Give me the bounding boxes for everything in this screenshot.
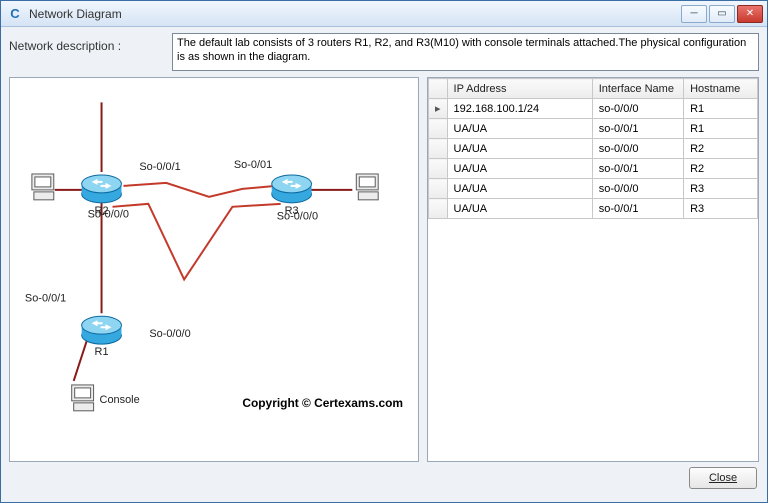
app-icon: C — [7, 6, 23, 22]
table-row[interactable]: UA/UAso-0/0/0R3 — [429, 179, 758, 199]
svg-text:So-0/0/1: So-0/0/1 — [25, 292, 66, 304]
client-area: Network description : The default lab co… — [1, 27, 767, 502]
titlebar: C Network Diagram ─ ▭ ✕ — [1, 1, 767, 27]
table-cell: UA/UA — [447, 139, 592, 159]
terminal-icon — [356, 174, 378, 200]
row-selector[interactable]: ▸ — [429, 99, 448, 119]
row-selector[interactable] — [429, 159, 448, 179]
row-selector[interactable] — [429, 179, 448, 199]
interface-table: IP AddressInterface NameHostname▸192.168… — [428, 78, 758, 219]
svg-text:So-0/01: So-0/01 — [234, 159, 272, 171]
table-cell: so-0/0/0 — [592, 179, 683, 199]
table-cell: R1 — [684, 119, 758, 139]
row-selector[interactable] — [429, 119, 448, 139]
table-cell: so-0/0/1 — [592, 119, 683, 139]
svg-text:Console: Console — [100, 394, 140, 406]
window-title: Network Diagram — [29, 7, 122, 21]
table-cell: so-0/0/1 — [592, 159, 683, 179]
svg-text:R1: R1 — [95, 346, 109, 358]
diagram-panel: R2R3R1ConsoleSo-0/0/1So-0/01So-0/0/0So-0… — [9, 77, 419, 462]
table-cell: so-0/0/0 — [592, 139, 683, 159]
table-row[interactable]: UA/UAso-0/0/0R2 — [429, 139, 758, 159]
description-textbox[interactable]: The default lab consists of 3 routers R1… — [172, 33, 759, 71]
maximize-button[interactable]: ▭ — [709, 5, 735, 23]
table-cell: UA/UA — [447, 179, 592, 199]
svg-text:So-0/0/0: So-0/0/0 — [88, 209, 129, 221]
table-row[interactable]: UA/UAso-0/0/1R3 — [429, 199, 758, 219]
table-cell: so-0/0/1 — [592, 199, 683, 219]
panels: R2R3R1ConsoleSo-0/0/1So-0/01So-0/0/0So-0… — [9, 77, 759, 462]
svg-text:So-0/0/0: So-0/0/0 — [277, 211, 318, 223]
table-panel: IP AddressInterface NameHostname▸192.168… — [427, 77, 759, 462]
table-row[interactable]: UA/UAso-0/0/1R1 — [429, 119, 758, 139]
column-header[interactable]: IP Address — [447, 79, 592, 99]
description-label: Network description : — [9, 33, 164, 53]
table-cell: UA/UA — [447, 199, 592, 219]
column-header[interactable]: Hostname — [684, 79, 758, 99]
table-cell: R2 — [684, 139, 758, 159]
svg-text:Copyright © Certexams.com: Copyright © Certexams.com — [242, 396, 403, 410]
table-cell: R3 — [684, 199, 758, 219]
table-cell: R3 — [684, 179, 758, 199]
table-scroll[interactable]: IP AddressInterface NameHostname▸192.168… — [428, 78, 758, 461]
row-selector[interactable] — [429, 139, 448, 159]
table-row[interactable]: ▸192.168.100.1/24so-0/0/0R1 — [429, 99, 758, 119]
footer: Close — [9, 462, 759, 492]
table-cell: so-0/0/0 — [592, 99, 683, 119]
svg-text:So-0/0/1: So-0/0/1 — [139, 161, 180, 173]
svg-text:So-0/0/0: So-0/0/0 — [149, 328, 190, 340]
close-button[interactable]: Close — [689, 467, 757, 489]
close-window-button[interactable]: ✕ — [737, 5, 763, 23]
table-cell: UA/UA — [447, 119, 592, 139]
row-selector-header — [429, 79, 448, 99]
table-cell: 192.168.100.1/24 — [447, 99, 592, 119]
column-header[interactable]: Interface Name — [592, 79, 683, 99]
app-window: C Network Diagram ─ ▭ ✕ Network descript… — [0, 0, 768, 503]
terminal-icon — [32, 174, 54, 200]
table-cell: R1 — [684, 99, 758, 119]
row-selector[interactable] — [429, 199, 448, 219]
network-diagram: R2R3R1ConsoleSo-0/0/1So-0/01So-0/0/0So-0… — [10, 78, 418, 461]
minimize-button[interactable]: ─ — [681, 5, 707, 23]
table-cell: UA/UA — [447, 159, 592, 179]
table-cell: R2 — [684, 159, 758, 179]
window-controls: ─ ▭ ✕ — [679, 5, 763, 23]
description-row: Network description : The default lab co… — [9, 33, 759, 71]
table-row[interactable]: UA/UAso-0/0/1R2 — [429, 159, 758, 179]
